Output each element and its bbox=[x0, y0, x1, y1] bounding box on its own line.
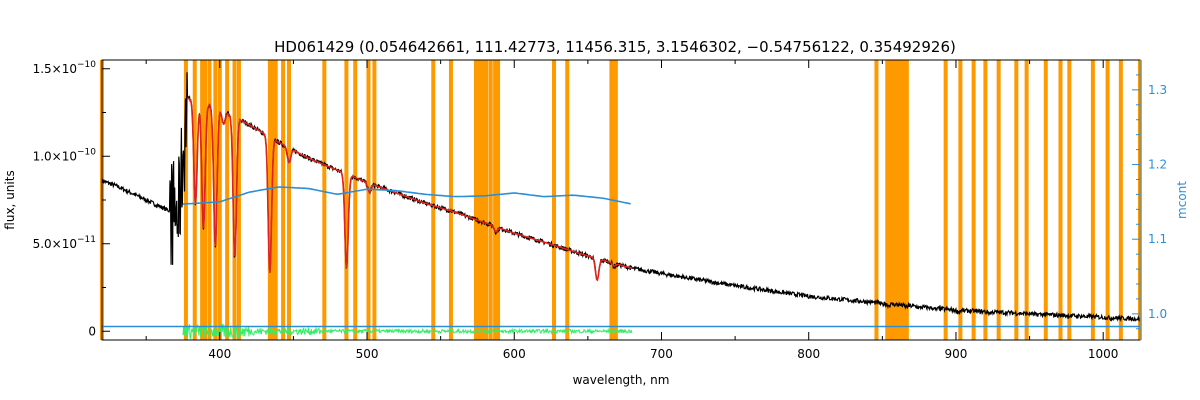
y-tick-label: 1.0×10−10 bbox=[33, 147, 97, 163]
mask-line bbox=[207, 60, 212, 340]
mask-line bbox=[565, 60, 570, 340]
y-axis-ticks: 0 5.0×10−11 1.0×10−10 1.5×10−10 bbox=[33, 60, 110, 338]
residual-trace bbox=[182, 322, 633, 340]
mask-line bbox=[1105, 60, 1110, 340]
mask-line bbox=[213, 60, 218, 340]
spectrum-traces bbox=[101, 72, 1141, 340]
x-tick-label: 400 bbox=[208, 347, 231, 361]
mask-line bbox=[281, 60, 286, 340]
y2-tick-label: 1.2 bbox=[1148, 158, 1167, 172]
mask-line bbox=[1043, 60, 1048, 340]
mask-line bbox=[983, 60, 988, 340]
mask-line bbox=[943, 60, 948, 340]
mask-line bbox=[1090, 60, 1095, 340]
mask-lines bbox=[100, 60, 1142, 340]
mask-line bbox=[273, 60, 278, 340]
mask-line bbox=[496, 60, 501, 340]
mcont-curve bbox=[182, 186, 631, 205]
mask-line bbox=[493, 60, 498, 340]
mask-line bbox=[1014, 60, 1019, 340]
mask-line bbox=[366, 60, 371, 340]
mask-line bbox=[267, 60, 272, 340]
mask-line bbox=[236, 60, 241, 340]
mask-line bbox=[1067, 60, 1072, 340]
observed-spectrum bbox=[101, 72, 1141, 323]
mask-line bbox=[270, 60, 275, 340]
mask-line bbox=[322, 60, 327, 340]
x-tick-label: 800 bbox=[797, 347, 820, 361]
y2-tick-label: 1.1 bbox=[1148, 232, 1167, 246]
mask-line bbox=[874, 60, 879, 340]
y2-tick-label: 1.3 bbox=[1148, 83, 1167, 97]
mask-line bbox=[473, 60, 478, 340]
mask-line bbox=[286, 60, 291, 340]
x-tick-label: 600 bbox=[503, 347, 526, 361]
mask-line bbox=[353, 60, 358, 340]
y2-axis-label: mcont bbox=[1175, 181, 1189, 219]
mask-line bbox=[448, 60, 453, 340]
mask-line bbox=[958, 60, 963, 340]
x-tick-label: 700 bbox=[650, 347, 673, 361]
mask-line bbox=[1118, 60, 1123, 340]
mask-line bbox=[232, 60, 237, 340]
mask-line bbox=[217, 60, 222, 340]
y-axis-label: flux, units bbox=[3, 170, 17, 229]
mask-line bbox=[552, 60, 557, 340]
model-spectrum bbox=[187, 97, 633, 282]
y2-tick-label: 1.0 bbox=[1148, 307, 1167, 321]
mask-line bbox=[372, 60, 377, 340]
mask-line bbox=[484, 60, 489, 340]
y-tick-label: 0 bbox=[88, 324, 96, 338]
mask-line bbox=[971, 60, 976, 340]
x-tick-label: 500 bbox=[356, 347, 379, 361]
y-tick-label: 1.5×10−10 bbox=[33, 60, 97, 76]
mask-line bbox=[1024, 60, 1029, 340]
mask-line bbox=[488, 60, 493, 340]
x-axis-ticks: 400 500 600 700 800 900 1000 bbox=[145, 60, 1119, 361]
mask-line bbox=[481, 60, 486, 340]
chart-title: HD061429 (0.054642661, 111.42773, 11456.… bbox=[274, 38, 956, 56]
x-axis-label: wavelength, nm bbox=[573, 373, 670, 387]
x-tick-label: 1000 bbox=[1088, 347, 1119, 361]
y-tick-label: 5.0×10−11 bbox=[33, 235, 96, 251]
mask-line bbox=[476, 60, 481, 340]
x-tick-label: 900 bbox=[945, 347, 968, 361]
mask-line bbox=[183, 60, 188, 340]
mask-line bbox=[996, 60, 1001, 340]
mask-line bbox=[431, 60, 436, 340]
mask-line bbox=[1058, 60, 1063, 340]
y2-axis-ticks: 1.0 1.1 1.2 1.3 bbox=[1132, 74, 1167, 330]
mask-band bbox=[885, 60, 909, 340]
mask-line bbox=[344, 60, 349, 340]
